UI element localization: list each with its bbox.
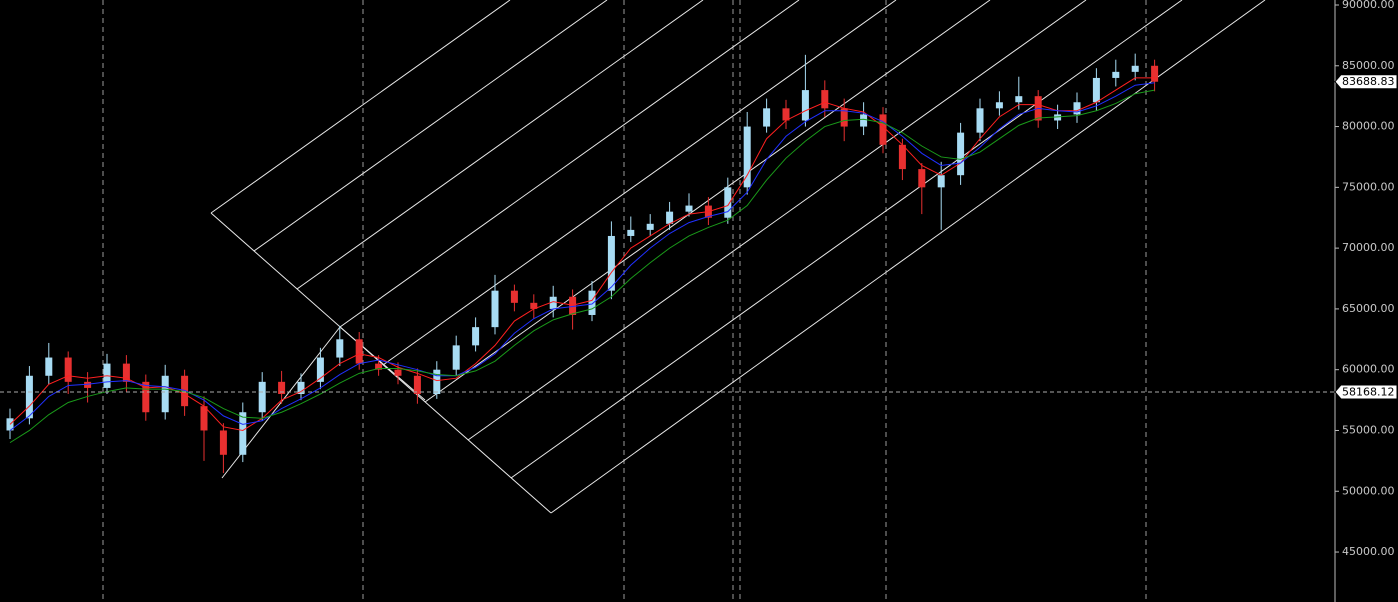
y-tick-label: 45000.00 [1342, 545, 1395, 558]
candle-body [607, 235, 615, 291]
candle-body [181, 375, 189, 407]
candle-body [122, 363, 130, 382]
y-tick-label: 55000.00 [1342, 423, 1395, 436]
crosshair-label-box [1334, 384, 1398, 400]
candle-body [724, 187, 732, 218]
y-tick-label: 85000.00 [1342, 59, 1395, 72]
moving-average [9, 82, 1155, 431]
candle-body [25, 375, 33, 419]
fan-line [550, 0, 1266, 514]
candle-body [782, 108, 790, 121]
y-tick-label: 50000.00 [1342, 484, 1395, 497]
fan-line [382, 0, 897, 366]
fan-line [467, 0, 1087, 441]
candle-body [413, 375, 421, 395]
candle-body [6, 418, 14, 431]
crosshair-label: 58168.12 [1342, 385, 1395, 398]
candle-body [297, 381, 305, 395]
candles [6, 53, 1159, 474]
candle-body [898, 144, 906, 170]
y-tick-label: 75000.00 [1342, 180, 1395, 193]
fan-line [339, 0, 800, 328]
candle-body [45, 357, 53, 376]
candle-body [763, 108, 771, 127]
candle-body [646, 223, 654, 230]
y-tick-label: 70000.00 [1342, 241, 1395, 254]
y-tick-label: 90000.00 [1342, 0, 1395, 11]
candle-body [588, 290, 596, 315]
candle-body [666, 211, 674, 224]
candle-body [64, 357, 72, 382]
candle-body [452, 345, 460, 370]
candle-body [142, 381, 150, 413]
candle-body [840, 108, 848, 127]
fan-line [424, 0, 991, 403]
y-tick-label: 60000.00 [1342, 363, 1395, 376]
fan-line [296, 0, 704, 290]
moving-average [9, 77, 1155, 431]
candle-body [1015, 96, 1023, 103]
fan-line [339, 326, 426, 401]
candle-body [336, 339, 344, 358]
candle-body [394, 369, 402, 376]
candle-body [627, 229, 635, 236]
candle-body [995, 102, 1003, 109]
date-separators [102, 0, 1147, 602]
y-tick-label: 80000.00 [1342, 120, 1395, 133]
candle-body [1112, 71, 1120, 78]
pitchfork-fan [210, 0, 1266, 514]
candle-body [84, 381, 92, 388]
candle-body [316, 357, 324, 382]
candle-body [491, 290, 499, 328]
candle-body [1131, 65, 1139, 72]
last-price-label-box [1334, 74, 1398, 90]
candle-body [957, 132, 965, 176]
fan-line [510, 0, 1183, 479]
candle-body [821, 90, 829, 109]
candle-body [743, 126, 751, 188]
candle-body [549, 296, 557, 309]
candle-body [976, 108, 984, 133]
candle-body [433, 369, 441, 395]
candle-body [355, 339, 363, 364]
candle-body [918, 169, 926, 188]
last-price-label: 83688.83 [1342, 75, 1395, 88]
candle-body [1092, 77, 1100, 103]
candle-body [278, 381, 286, 395]
candle-body [937, 175, 945, 188]
moving-average [9, 89, 1155, 444]
candle-body [879, 114, 887, 145]
candle-body [510, 290, 518, 303]
candle-body [1151, 65, 1159, 82]
candle-body [219, 430, 227, 455]
candle-body [375, 363, 383, 370]
candle-body [530, 302, 538, 309]
candle-body [1054, 114, 1062, 121]
candle-body [685, 205, 693, 212]
candle-body [569, 296, 577, 315]
candle-body [200, 406, 208, 431]
candle-body [860, 114, 868, 127]
fan-line [253, 0, 608, 252]
candle-body [258, 381, 266, 413]
candle-body [161, 375, 169, 413]
fan-base [210, 212, 552, 514]
y-tick-label: 65000.00 [1342, 302, 1395, 315]
candle-body [1073, 102, 1081, 115]
candle-body [239, 412, 247, 455]
candle-body [472, 327, 480, 346]
candle-body [801, 90, 809, 121]
fan-line [210, 0, 511, 214]
